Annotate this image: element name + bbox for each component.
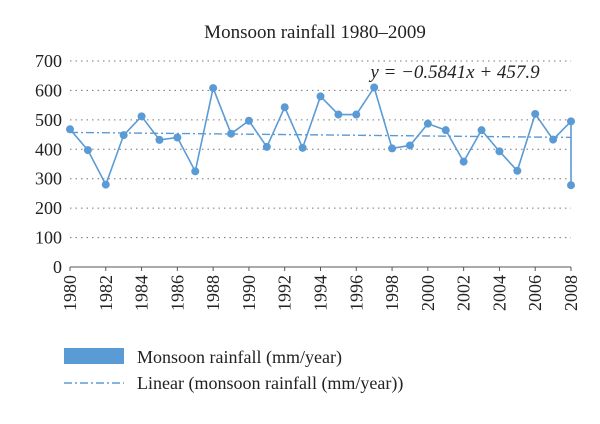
x-tick-label: 1988	[203, 275, 223, 311]
legend-label-series: Monsoon rainfall (mm/year)	[137, 347, 342, 368]
x-tick-label: 1994	[311, 275, 331, 311]
data-point	[477, 126, 486, 135]
x-tick-label: 1996	[346, 275, 366, 311]
trendline-layer	[69, 131, 572, 139]
y-tick-label: 400	[35, 139, 62, 159]
data-point	[155, 135, 164, 144]
data-point	[370, 83, 379, 92]
data-point	[227, 129, 236, 138]
chart-title: Monsoon rainfall 1980–2009	[204, 22, 426, 43]
data-point	[244, 116, 253, 125]
data-point	[388, 144, 397, 153]
grid-layer	[70, 60, 571, 239]
legend: Monsoon rainfall (mm/year) Linear (monso…	[64, 347, 403, 394]
data-point	[101, 180, 110, 189]
data-point	[83, 146, 92, 155]
data-point	[495, 147, 504, 156]
data-point	[513, 166, 522, 175]
data-point	[405, 141, 414, 150]
data-point	[334, 110, 343, 119]
data-point	[531, 109, 540, 118]
data-point	[66, 125, 74, 134]
x-tick-label: 2002	[454, 275, 474, 311]
data-point	[549, 135, 558, 144]
y-tick-label: 500	[35, 110, 62, 130]
legend-swatch-series	[64, 348, 124, 364]
data-point	[567, 117, 575, 126]
data-point	[119, 131, 128, 140]
x-tick-label: 1998	[382, 275, 402, 311]
x-tick-label: 1992	[275, 275, 295, 311]
trendline	[69, 131, 572, 139]
data-point	[191, 167, 200, 176]
x-tick-label: 1980	[60, 275, 80, 311]
data-point	[567, 181, 575, 190]
data-point	[137, 112, 146, 121]
y-tick-label: 700	[35, 51, 62, 71]
x-tick-label: 1990	[239, 275, 259, 311]
y-tick-label: 200	[35, 198, 62, 218]
data-point	[262, 142, 271, 151]
y-tick-label: 0	[53, 257, 62, 277]
data-point	[441, 126, 450, 135]
x-tick-label: 1986	[167, 275, 187, 311]
data-point	[316, 92, 325, 101]
x-tick-label: 1984	[132, 275, 152, 311]
data-point	[209, 84, 218, 93]
x-tick-label: 2006	[525, 275, 545, 311]
legend-label-trendline: Linear (monsoon rainfall (mm/year))	[137, 373, 403, 394]
data-point	[423, 119, 432, 128]
x-tick-label: 2008	[561, 275, 581, 311]
x-tick-label: 2004	[489, 275, 509, 311]
series-layer	[66, 83, 575, 190]
trendline-equation: y = −0.5841x + 457.9	[368, 62, 540, 83]
data-point	[280, 103, 289, 112]
y-tick-label: 300	[35, 169, 62, 189]
data-point	[173, 133, 182, 142]
x-tick-label: 2000	[418, 275, 438, 311]
axis-layer: 0 100 200 300 400 500 600 700 1980 1982 1984 1986 19…	[35, 51, 581, 311]
data-point	[298, 143, 307, 152]
series-line	[69, 85, 572, 187]
data-point	[459, 157, 468, 166]
y-tick-label: 100	[35, 228, 62, 248]
x-tick-label: 1982	[96, 275, 116, 311]
y-tick-label: 600	[35, 80, 62, 100]
data-point	[352, 110, 361, 119]
